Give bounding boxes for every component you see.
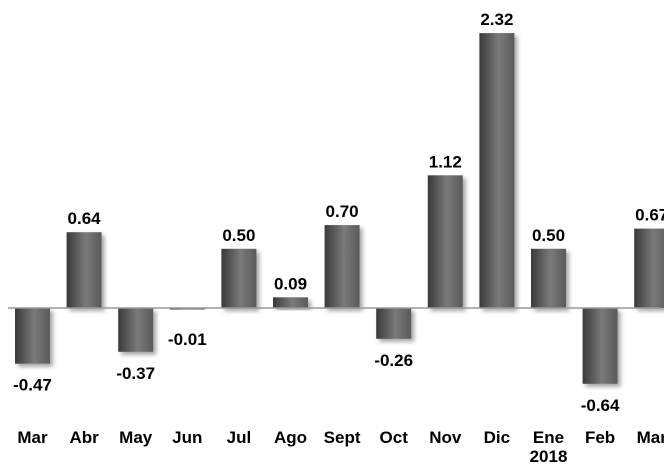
value-label: 0.67 (635, 206, 664, 225)
category-label: Jun (172, 428, 202, 447)
value-label: 0.09 (274, 274, 307, 293)
bar (376, 308, 412, 339)
category-label: Mar (17, 428, 48, 447)
value-label: -0.01 (168, 330, 207, 349)
category-label: Ago (274, 428, 307, 447)
category-label: Ene 2018 (530, 428, 568, 466)
bar (324, 225, 360, 308)
bar (634, 228, 664, 308)
category-label: Dic (484, 428, 510, 447)
bars-group (15, 33, 664, 384)
category-labels-group: Mar Abr May Jun Jul Ago Sept Oct Nov Dic Ene 2018 Fe… (17, 428, 664, 466)
category-label: Nov (429, 428, 462, 447)
bar (531, 248, 566, 309)
category-label: Sept (324, 428, 361, 447)
category-label: Oct (380, 428, 409, 447)
bar (221, 248, 257, 309)
bar (582, 308, 618, 384)
category-label: Abr (69, 428, 99, 447)
value-label: -0.26 (374, 351, 413, 370)
bar (427, 175, 463, 308)
bar (273, 297, 308, 308)
bar (479, 33, 515, 308)
category-label: Jul (227, 428, 252, 447)
value-label: 1.12 (429, 152, 462, 171)
category-label: Mar (637, 428, 664, 447)
value-label: 0.70 (326, 202, 359, 221)
value-label: 2.32 (480, 10, 513, 29)
category-label: May (119, 428, 153, 447)
value-label: 0.50 (532, 226, 565, 245)
value-label: 0.64 (68, 209, 102, 228)
value-label: -0.47 (13, 376, 52, 395)
value-labels-group: -0.47 0.64 -0.37 -0.01 0.50 0.09 0.70 -0.26 1.12… (13, 10, 664, 415)
category-label: Feb (585, 428, 615, 447)
bar (118, 308, 154, 352)
value-label: -0.37 (116, 364, 155, 383)
bar (66, 232, 102, 308)
value-label: -0.64 (581, 396, 620, 415)
value-label: 0.50 (222, 226, 255, 245)
bar (15, 308, 50, 364)
